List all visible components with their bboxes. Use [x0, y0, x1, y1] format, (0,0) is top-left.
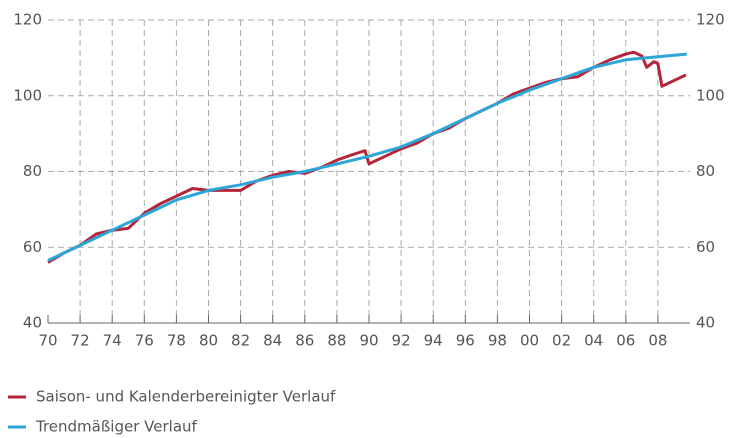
- y2-tick-label: 80: [696, 162, 715, 180]
- legend-label: Trendmäßiger Verlauf: [35, 418, 198, 436]
- x-tick-label: 06: [616, 332, 635, 350]
- x-tick-label: 74: [103, 332, 122, 350]
- y2-tick-label: 100: [696, 86, 725, 104]
- x-tick-label: 00: [520, 332, 539, 350]
- x-tick-label: 70: [38, 332, 57, 350]
- y-tick-label: 60: [23, 238, 42, 256]
- x-tick-label: 04: [584, 332, 603, 350]
- y2-tick-label: 60: [696, 238, 715, 256]
- x-tick-label: 80: [199, 332, 218, 350]
- y2-tick-label: 40: [696, 314, 715, 332]
- x-tick-label: 08: [648, 332, 667, 350]
- x-tick-label: 02: [552, 332, 571, 350]
- x-tick-label: 88: [327, 332, 346, 350]
- line-series: [47, 52, 687, 262]
- x-tick-label: 92: [392, 332, 411, 350]
- legend-label: Saison- und Kalenderbereinigter Verlauf: [36, 388, 336, 406]
- x-tick-label: 86: [295, 332, 314, 350]
- y2-tick-label: 120: [696, 11, 725, 29]
- y-tick-label: 80: [23, 162, 42, 180]
- x-tick-label: 94: [424, 332, 443, 350]
- x-tick-label: 78: [167, 332, 186, 350]
- line-series: [47, 50, 687, 264]
- x-tick-label: 84: [263, 332, 282, 350]
- x-tick-label: 98: [488, 332, 507, 350]
- y-tick-label: 40: [23, 314, 42, 332]
- x-tick-label: 76: [135, 332, 154, 350]
- x-tick-label: 90: [359, 332, 378, 350]
- x-tick-label: 96: [456, 332, 475, 350]
- y-tick-label: 120: [13, 11, 42, 29]
- x-tick-label: 72: [71, 332, 90, 350]
- x-tick-label: 82: [231, 332, 250, 350]
- y-tick-label: 100: [13, 86, 42, 104]
